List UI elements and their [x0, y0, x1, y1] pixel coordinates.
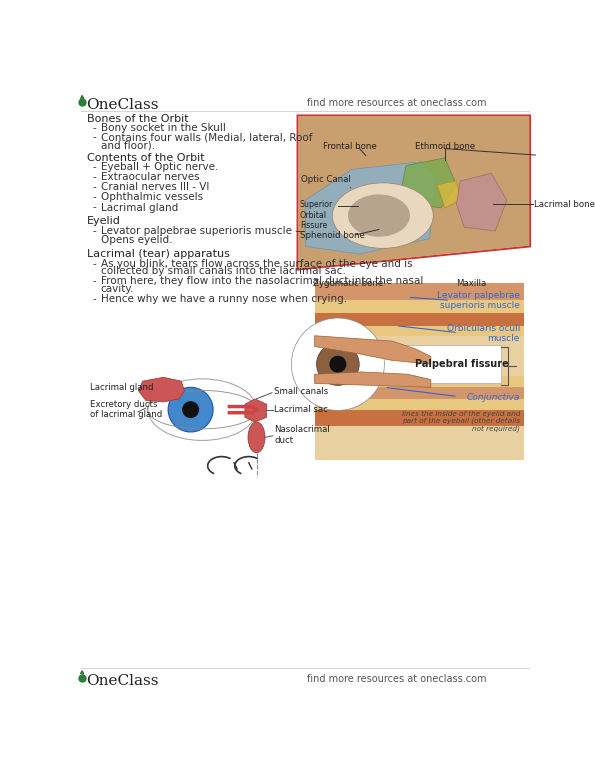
Polygon shape	[315, 372, 431, 387]
Text: Optic Canal: Optic Canal	[302, 175, 351, 188]
Text: Eyelid: Eyelid	[87, 216, 121, 226]
Ellipse shape	[168, 387, 213, 432]
FancyBboxPatch shape	[315, 283, 524, 300]
Text: Lacrimal (tear) apparatus: Lacrimal (tear) apparatus	[87, 249, 230, 259]
Polygon shape	[298, 116, 530, 269]
Text: Levator palpebrae superioris muscle —: Levator palpebrae superioris muscle —	[101, 226, 305, 236]
Text: Conjunctiva: Conjunctiva	[466, 393, 520, 402]
Text: Ethmoid bone: Ethmoid bone	[415, 142, 475, 152]
Text: -: -	[93, 226, 97, 236]
Text: Orbicularis oculi
muscle: Orbicularis oculi muscle	[447, 323, 520, 343]
Text: Ophthalmic vessels: Ophthalmic vessels	[101, 192, 203, 203]
Ellipse shape	[182, 401, 199, 418]
Text: lines the inside of the eyelid and
part of the eyeball (other details
not requir: lines the inside of the eyelid and part …	[402, 410, 520, 432]
Text: -: -	[93, 182, 97, 192]
Polygon shape	[402, 158, 456, 208]
Polygon shape	[437, 181, 461, 208]
Text: Lacrimal sac: Lacrimal sac	[274, 405, 328, 414]
Text: collected by small canals into the lacrimal sac.: collected by small canals into the lacri…	[101, 266, 346, 276]
FancyBboxPatch shape	[315, 387, 524, 399]
Ellipse shape	[333, 182, 433, 248]
Text: Nasolacrimal
duct: Nasolacrimal duct	[274, 425, 330, 445]
Text: -: -	[93, 203, 97, 213]
Polygon shape	[305, 162, 437, 254]
Text: find more resources at oneclass.com: find more resources at oneclass.com	[307, 98, 486, 108]
FancyBboxPatch shape	[315, 376, 524, 387]
Text: Contents of the Orbit: Contents of the Orbit	[87, 153, 205, 163]
Text: Contains four walls (Medial, lateral, Roof: Contains four walls (Medial, lateral, Ro…	[101, 132, 312, 142]
Text: As you blink, tears flow across the surface of the eye and is: As you blink, tears flow across the surf…	[101, 259, 412, 269]
Ellipse shape	[248, 422, 265, 453]
Text: -: -	[93, 172, 97, 182]
Text: Maxilla: Maxilla	[456, 279, 487, 288]
Text: -: -	[93, 132, 97, 142]
Text: Superior
Orbital
Fissure: Superior Orbital Fissure	[300, 200, 333, 230]
Text: -: -	[93, 192, 97, 203]
Text: Sphenoid bone: Sphenoid bone	[300, 231, 365, 240]
Text: From here, they flow into the nasolacrimal duct into the nasal: From here, they flow into the nasolacrim…	[101, 276, 423, 286]
Text: and floor).: and floor).	[101, 140, 155, 150]
Polygon shape	[315, 336, 431, 364]
Ellipse shape	[330, 356, 346, 373]
Ellipse shape	[317, 343, 359, 385]
Text: -: -	[93, 259, 97, 269]
Text: Zygomatic bone: Zygomatic bone	[313, 279, 383, 288]
Text: Lacrimal gland: Lacrimal gland	[90, 383, 154, 392]
Text: Extraocular nerves: Extraocular nerves	[101, 172, 199, 182]
Polygon shape	[456, 173, 507, 231]
FancyBboxPatch shape	[315, 283, 524, 460]
Text: Lacrimal bone: Lacrimal bone	[534, 199, 595, 209]
Text: Small canals: Small canals	[274, 387, 328, 396]
Text: OneClass: OneClass	[86, 98, 158, 112]
Text: Palpebral fissure: Palpebral fissure	[415, 360, 508, 369]
FancyBboxPatch shape	[315, 326, 524, 336]
Text: OneClass: OneClass	[86, 674, 158, 688]
Ellipse shape	[348, 194, 410, 236]
Text: -: -	[93, 123, 97, 133]
Text: Hence why we have a runny nose when crying.: Hence why we have a runny nose when cryi…	[101, 294, 347, 304]
Text: Levator palpebrae
superioris muscle: Levator palpebrae superioris muscle	[437, 290, 520, 310]
Text: Opens eyelid.: Opens eyelid.	[101, 235, 172, 245]
Text: cavity.: cavity.	[101, 284, 134, 294]
Polygon shape	[80, 95, 84, 99]
Ellipse shape	[148, 379, 256, 440]
FancyBboxPatch shape	[315, 300, 524, 313]
Text: -: -	[93, 294, 97, 304]
Text: find more resources at oneclass.com: find more resources at oneclass.com	[307, 674, 486, 684]
Text: Lacrimal gland: Lacrimal gland	[101, 203, 178, 213]
Text: Bony socket in the Skull: Bony socket in the Skull	[101, 123, 226, 133]
Text: Frontal bone: Frontal bone	[324, 142, 377, 152]
FancyBboxPatch shape	[361, 345, 500, 383]
Polygon shape	[245, 399, 267, 422]
Text: Excretory ducts
of lacrimal gland: Excretory ducts of lacrimal gland	[90, 400, 162, 420]
FancyBboxPatch shape	[315, 410, 524, 426]
Text: Eyeball + Optic nerve.: Eyeball + Optic nerve.	[101, 162, 218, 172]
Text: -: -	[93, 162, 97, 172]
Text: -: -	[93, 276, 97, 286]
Text: Bones of the Orbit: Bones of the Orbit	[87, 114, 189, 124]
Polygon shape	[139, 377, 184, 402]
FancyBboxPatch shape	[315, 313, 524, 326]
Polygon shape	[80, 671, 84, 674]
Text: Cranial nerves III - VI: Cranial nerves III - VI	[101, 182, 209, 192]
Ellipse shape	[292, 318, 384, 410]
FancyBboxPatch shape	[315, 399, 524, 410]
